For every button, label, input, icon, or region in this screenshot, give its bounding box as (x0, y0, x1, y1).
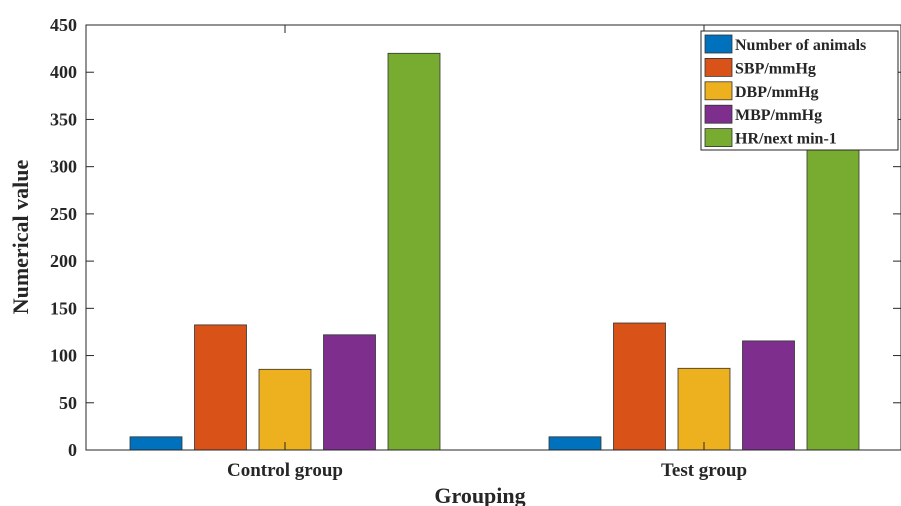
x-axis-ticks: Control group Test group (227, 25, 747, 481)
legend-label: Number of animals (735, 37, 866, 54)
legend-label: SBP/mmHg (735, 60, 816, 77)
bar (387, 52, 441, 451)
bar (742, 340, 795, 451)
y-tick-label: 200 (50, 251, 77, 271)
legend-swatch (704, 104, 733, 124)
y-axis-label: Numerical value (8, 159, 33, 314)
legend-swatch (704, 58, 733, 77)
legend: Number of animals SBP/mmHg DBP/mmHg MBP/mmH… (700, 30, 899, 151)
bar (677, 367, 731, 451)
x-tick-label: Control group (227, 460, 343, 481)
bar (806, 137, 860, 451)
plot-area-frame (85, 24, 901, 451)
y-tick-label: 50 (59, 393, 77, 413)
legend-swatch (704, 128, 733, 148)
bar (548, 436, 602, 451)
legend-swatch (704, 34, 733, 54)
legend-box (700, 30, 899, 151)
y-tick-label: 300 (50, 157, 77, 177)
y-axis-ticks: 0 50 100 150 200 250 300 350 400 450 (50, 15, 901, 460)
bar (613, 322, 666, 451)
legend-label: DBP/mmHg (735, 84, 819, 101)
bar (129, 436, 183, 451)
y-tick-label: 250 (50, 204, 77, 224)
y-tick-label: 450 (50, 15, 77, 35)
x-axis-label: Grouping (434, 483, 525, 506)
legend-swatch (704, 81, 733, 101)
y-tick-label: 350 (50, 109, 77, 129)
bars-layer (129, 52, 860, 451)
axes-layer (85, 24, 901, 451)
y-tick-label: 150 (50, 298, 77, 318)
y-tick-label: 400 (50, 62, 77, 82)
x-tick-label: Test group (661, 460, 747, 481)
legend-label: MBP/mmHg (735, 107, 822, 124)
y-tick-label: 100 (50, 346, 77, 366)
bar (323, 334, 376, 451)
bar (258, 368, 312, 451)
bar (194, 324, 247, 451)
y-tick-label: 0 (68, 440, 77, 460)
legend-label: HR/next min-1 (735, 131, 837, 148)
